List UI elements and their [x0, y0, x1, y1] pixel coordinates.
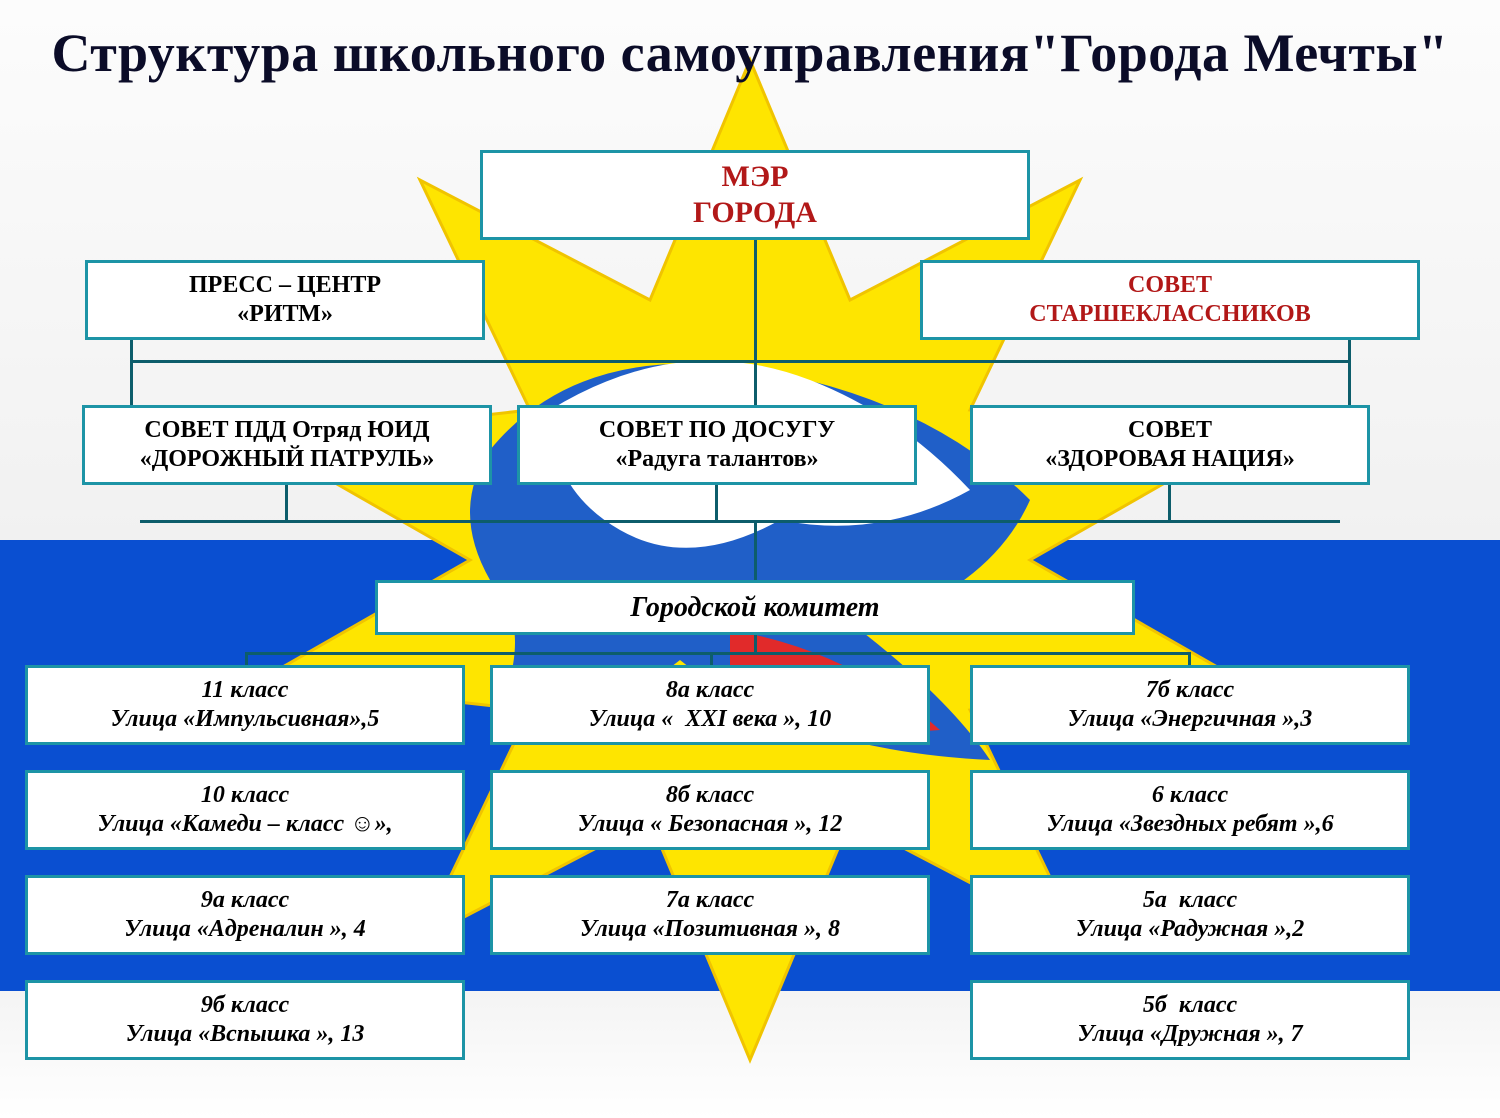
class-line1: 10 класс	[201, 781, 289, 810]
dosug-line2: «Радуга талантов»	[615, 445, 818, 474]
class-line1: 11 класс	[202, 676, 289, 705]
box-komitet: Городской комитет	[375, 580, 1135, 635]
connector	[715, 485, 718, 523]
connector	[1168, 485, 1171, 523]
class-line1: 8а класс	[666, 676, 754, 705]
class-line1: 6 класс	[1152, 781, 1228, 810]
class-box: 10 классУлица «Камеди – класс ☺»,	[25, 770, 465, 850]
canvas: Структура школьного самоуправления"Город…	[0, 0, 1500, 1118]
connector	[754, 520, 757, 580]
class-box: 11 классУлица «Импульсивная»,5	[25, 665, 465, 745]
class-line1: 5б класс	[1143, 991, 1237, 1020]
connector	[130, 340, 133, 410]
connector	[1348, 340, 1351, 410]
class-box: 5б классУлица «Дружная », 7	[970, 980, 1410, 1060]
class-line2: Улица «Звездных ребят »,6	[1046, 810, 1333, 839]
class-box: 9б классУлица «Вспышка », 13	[25, 980, 465, 1060]
class-line2: Улица «Импульсивная»,5	[111, 705, 380, 734]
health-line1: СОВЕТ	[1128, 416, 1212, 445]
health-line2: «ЗДОРОВАЯ НАЦИЯ»	[1045, 445, 1294, 474]
box-health: СОВЕТ «ЗДОРОВАЯ НАЦИЯ»	[970, 405, 1370, 485]
class-box: 7б классУлица «Энергичная »,3	[970, 665, 1410, 745]
mayor-line2: ГОРОДА	[693, 195, 817, 231]
senior-line2: СТАРШЕКЛАССНИКОВ	[1029, 300, 1310, 329]
press-line2: «РИТМ»	[237, 300, 333, 329]
class-line1: 7а класс	[666, 886, 754, 915]
class-line2: Улица «Позитивная », 8	[580, 915, 840, 944]
class-line1: 7б класс	[1146, 676, 1234, 705]
class-box: 8б классУлица « Безопасная », 12	[490, 770, 930, 850]
class-line2: Улица « XXI века », 10	[589, 705, 832, 734]
page-title: Структура школьного самоуправления"Город…	[0, 22, 1500, 84]
box-dosug: СОВЕТ ПО ДОСУГУ «Радуга талантов»	[517, 405, 917, 485]
senior-line1: СОВЕТ	[1128, 271, 1212, 300]
class-box: 8а классУлица « XXI века », 10	[490, 665, 930, 745]
pdd-line2: «ДОРОЖНЫЙ ПАТРУЛЬ»	[140, 445, 435, 474]
class-line1: 5а класс	[1143, 886, 1237, 915]
class-line1: 8б класс	[666, 781, 754, 810]
connector	[245, 652, 1190, 655]
box-mayor: МЭР ГОРОДА	[480, 150, 1030, 240]
pdd-line1: СОВЕТ ПДД Отряд ЮИД	[144, 416, 429, 445]
connector	[130, 360, 1350, 363]
class-box: 6 классУлица «Звездных ребят »,6	[970, 770, 1410, 850]
class-line1: 9б класс	[201, 991, 289, 1020]
class-line2: Улица «Адреналин », 4	[124, 915, 365, 944]
class-line2: Улица «Дружная », 7	[1077, 1020, 1302, 1049]
komitet-line1: Городской комитет	[630, 591, 879, 625]
press-line1: ПРЕСС – ЦЕНТР	[189, 271, 381, 300]
connector	[140, 520, 1340, 523]
class-box: 5а классУлица «Радужная »,2	[970, 875, 1410, 955]
class-box: 7а классУлица «Позитивная », 8	[490, 875, 930, 955]
class-line2: Улица «Энергичная »,3	[1068, 705, 1313, 734]
class-box: 9а классУлица «Адреналин », 4	[25, 875, 465, 955]
class-line2: Улица «Радужная »,2	[1076, 915, 1304, 944]
class-line2: Улица «Вспышка », 13	[126, 1020, 365, 1049]
class-line1: 9а класс	[201, 886, 289, 915]
mayor-line1: МЭР	[722, 159, 789, 195]
class-line2: Улица «Камеди – класс ☺»,	[97, 810, 392, 839]
class-line2: Улица « Безопасная », 12	[578, 810, 843, 839]
dosug-line1: СОВЕТ ПО ДОСУГУ	[599, 416, 835, 445]
box-pdd: СОВЕТ ПДД Отряд ЮИД «ДОРОЖНЫЙ ПАТРУЛЬ»	[82, 405, 492, 485]
box-press: ПРЕСС – ЦЕНТР «РИТМ»	[85, 260, 485, 340]
connector	[285, 485, 288, 523]
connector	[754, 240, 757, 410]
box-senior: СОВЕТ СТАРШЕКЛАССНИКОВ	[920, 260, 1420, 340]
